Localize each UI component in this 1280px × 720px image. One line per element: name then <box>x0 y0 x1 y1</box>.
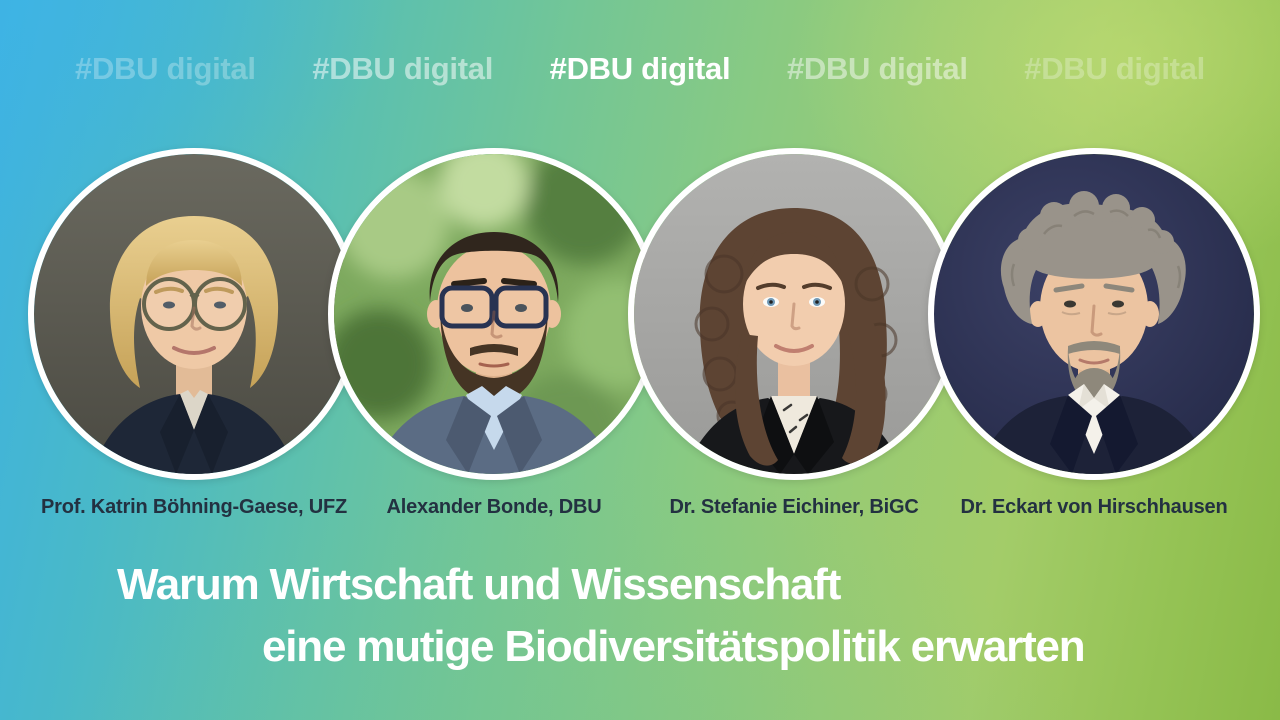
portrait-alexander-bonde <box>328 148 660 480</box>
hashtag-dbu-digital-4: #DBU digital <box>786 51 968 86</box>
portrait-katrin-boehning-gaese <box>28 148 360 480</box>
speaker-name-katrin-boehning-gaese: Prof. Katrin Böhning-Gaese, UFZ <box>40 496 348 518</box>
hashtag-row: #DBU digital #DBU digital #DBU digital #… <box>75 51 1205 87</box>
event-title-line-1: Warum Wirtschaft und Wissenschaft <box>117 560 841 609</box>
speaker-name-eckart-von-hirschhausen: Dr. Eckart von Hirschhausen <box>960 496 1228 518</box>
hashtag-dbu-digital-1: #DBU digital <box>75 51 256 86</box>
event-title-line-2: eine mutige Biodiversitätspolitik erwart… <box>262 622 1086 671</box>
hashtag-dbu-digital-2: #DBU digital <box>312 51 494 86</box>
glasses-left-lens <box>142 277 196 331</box>
woman-blonde-glasses-portrait-illustration <box>34 154 354 474</box>
hashtag-dbu-digital-3: #DBU digital <box>549 51 731 86</box>
glasses-right-lens <box>493 285 549 329</box>
man-gray-hair-goatee-portrait-illustration <box>934 154 1254 474</box>
hair <box>429 232 559 302</box>
portrait-stefanie-eichiner <box>628 148 960 480</box>
speaker-name-stefanie-eichiner: Dr. Stefanie Eichiner, BiGC <box>669 496 919 518</box>
blazer <box>92 394 296 474</box>
hashtag-dbu-digital-5: #DBU digital <box>1024 51 1205 86</box>
beard <box>440 304 548 402</box>
glasses-right-lens <box>193 277 247 331</box>
portrait-eckart-von-hirschhausen <box>928 148 1260 480</box>
woman-curly-hair-portrait-illustration <box>634 154 954 474</box>
speaker-name-alexander-bonde: Alexander Bonde, DBU <box>386 496 602 518</box>
glasses-left-lens <box>439 285 495 329</box>
man-beard-glasses-portrait-illustration <box>334 154 654 474</box>
